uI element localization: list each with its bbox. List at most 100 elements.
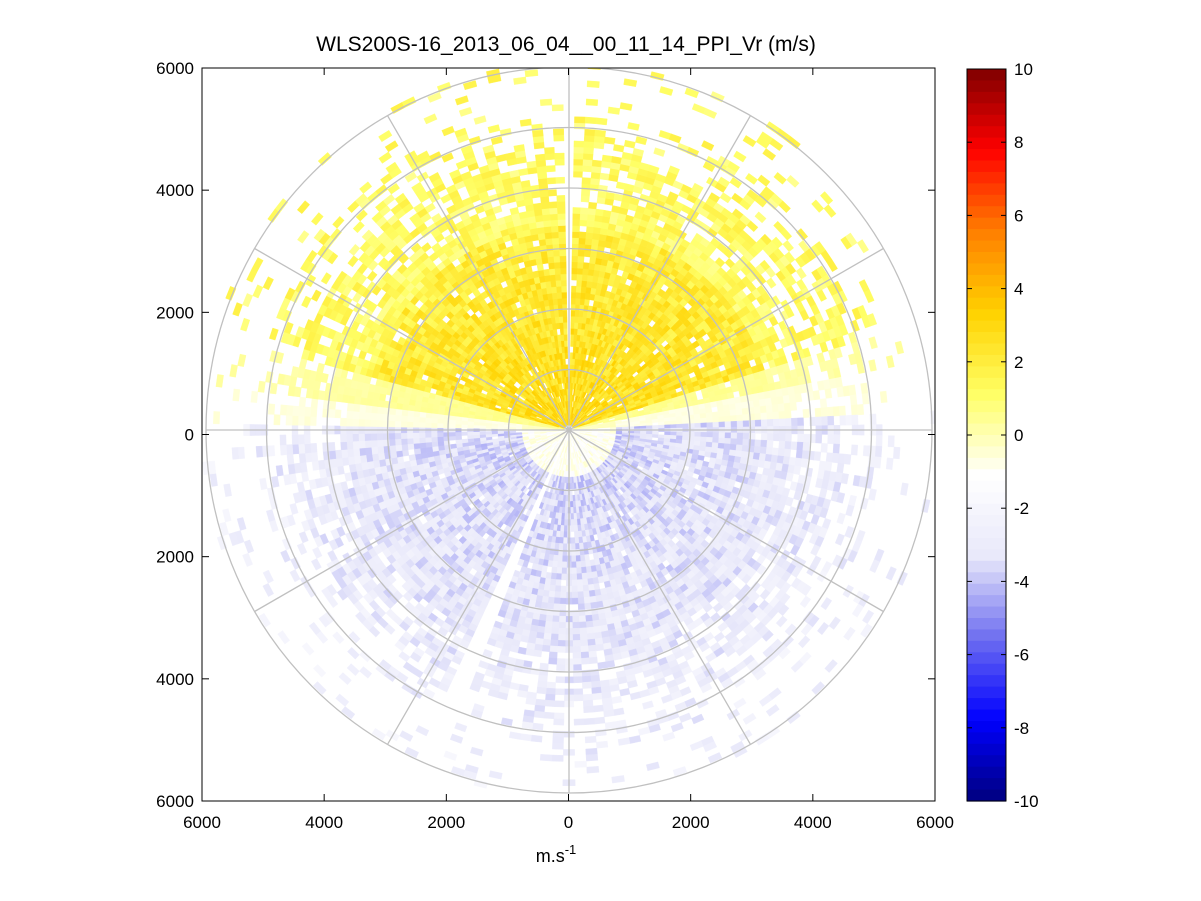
velocity-cell (676, 419, 683, 425)
velocity-cell (548, 584, 556, 592)
velocity-cell (571, 261, 579, 269)
velocity-cell (559, 591, 567, 599)
velocity-cell (640, 425, 647, 430)
velocity-cell (752, 452, 761, 461)
velocity-cell (550, 572, 557, 580)
velocity-cell (572, 615, 580, 623)
velocity-cell (592, 619, 601, 628)
velocity-cell (724, 437, 732, 445)
velocity-cell (542, 589, 550, 598)
velocity-cell (766, 440, 774, 449)
velocity-cell (533, 710, 545, 719)
velocity-cell (546, 681, 557, 689)
velocity-cell (824, 461, 833, 472)
velocity-cell (601, 154, 613, 163)
velocity-cell (541, 644, 551, 653)
velocity-cell (670, 420, 677, 425)
velocity-cell (575, 298, 581, 305)
velocity-cell (742, 432, 750, 440)
velocity-cell (740, 401, 749, 410)
velocity-cell (582, 268, 590, 276)
velocity-cell (605, 660, 616, 669)
velocity-cell (694, 436, 701, 442)
velocity-cell (572, 225, 580, 233)
velocity-cell (599, 172, 610, 181)
velocity-cell (558, 543, 564, 550)
velocity-cell (795, 449, 804, 459)
velocity-cell (711, 442, 719, 449)
velocity-cell (758, 453, 767, 462)
velocity-cell (578, 231, 587, 239)
velocity-cell (764, 453, 773, 463)
velocity-cell (578, 536, 584, 544)
velocity-cell (537, 680, 548, 689)
velocity-cell (647, 164, 660, 174)
velocity-cell (658, 424, 665, 429)
velocity-cell (580, 292, 587, 300)
velocity-cell (581, 572, 588, 580)
velocity-cell (570, 316, 576, 323)
velocity-cell (585, 98, 599, 106)
velocity-cell (591, 692, 603, 701)
velocity-cell (561, 567, 567, 575)
velocity-cell (723, 443, 731, 451)
velocity-cell (668, 165, 680, 176)
velocity-cell (634, 426, 641, 430)
velocity-cell (575, 555, 581, 562)
velocity-cell (548, 657, 558, 665)
velocity-cell (569, 476, 573, 484)
velocity-cell (704, 407, 713, 414)
velocity-cell (802, 408, 810, 418)
velocity-cell (699, 412, 707, 419)
velocity-cell (779, 418, 786, 427)
velocity-cell (712, 421, 720, 428)
velocity-cell (557, 646, 566, 653)
velocity-cell (710, 91, 725, 103)
velocity-cell (560, 573, 567, 581)
velocity-cell (548, 590, 556, 598)
velocity-cell (555, 579, 562, 587)
velocity-cell (785, 418, 792, 427)
velocity-cell (724, 421, 732, 428)
velocity-cell (820, 442, 828, 453)
velocity-cell (619, 102, 633, 111)
velocity-cell (570, 328, 575, 335)
velocity-cell (848, 384, 857, 396)
velocity-cell (703, 107, 718, 119)
velocity-cell (801, 450, 810, 460)
velocity-cell (580, 195, 590, 203)
velocity-cell (539, 754, 553, 762)
velocity-cell (827, 434, 835, 445)
velocity-cell (856, 404, 865, 416)
velocity-cell (570, 322, 575, 329)
velocity-cell (588, 656, 598, 665)
velocity-cell (581, 681, 592, 689)
velocity-cell (574, 760, 587, 768)
velocity-cell (578, 615, 587, 623)
velocity-cell (550, 633, 559, 641)
velocity-cell (570, 340, 574, 347)
velocity-cell (549, 578, 557, 586)
velocity-cell (584, 128, 596, 137)
velocity-cell (586, 80, 600, 88)
velocity-cell (742, 420, 750, 428)
velocity-cell (771, 447, 779, 456)
velocity-cell (572, 506, 577, 514)
velocity-cell (823, 204, 837, 218)
velocity-cell (746, 220, 759, 233)
velocity-cell (574, 543, 580, 550)
velocity-cell (669, 416, 677, 422)
velocity-cell (758, 398, 767, 407)
velocity-cell (577, 530, 583, 538)
velocity-cell (538, 613, 547, 622)
velocity-cell (559, 603, 567, 611)
velocity-cell (570, 470, 574, 478)
velocity-cell (603, 136, 616, 145)
velocity-cell (723, 409, 731, 417)
velocity-cell (615, 426, 623, 430)
velocity-cell (797, 433, 804, 443)
velocity-cell (589, 601, 598, 610)
velocity-cell (569, 495, 573, 502)
velocity-cell (581, 675, 592, 683)
velocity-cell (594, 129, 606, 138)
